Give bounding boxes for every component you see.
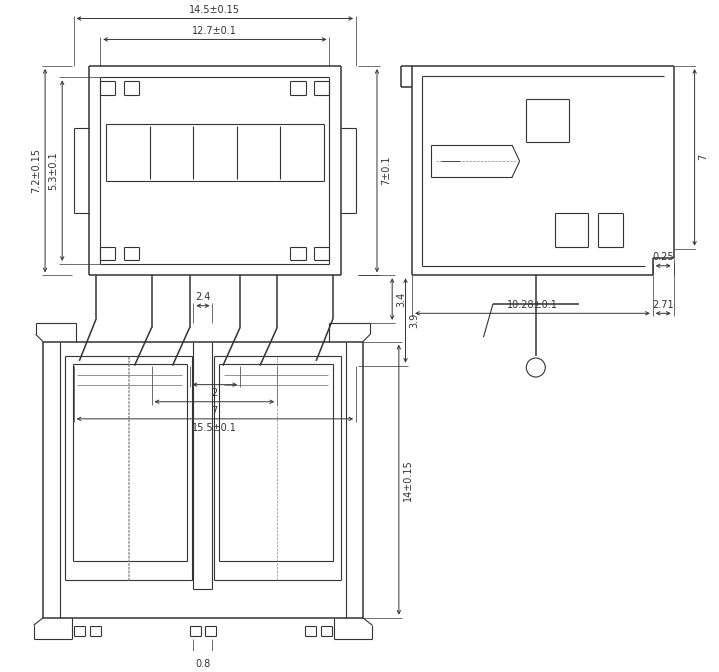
- Text: 14.5±0.15: 14.5±0.15: [189, 5, 240, 15]
- Text: 2.4: 2.4: [196, 292, 211, 302]
- Text: 2: 2: [211, 388, 218, 398]
- Text: 15.5±0.1: 15.5±0.1: [193, 423, 237, 433]
- Text: 0.8: 0.8: [196, 659, 211, 669]
- Text: 2.71: 2.71: [652, 300, 674, 310]
- Text: 7.2±0.15: 7.2±0.15: [32, 148, 41, 193]
- Text: 12.7±0.1: 12.7±0.1: [193, 26, 237, 36]
- Text: 10.28±0.1: 10.28±0.1: [507, 300, 558, 310]
- Text: 5.3±0.1: 5.3±0.1: [48, 151, 58, 190]
- Text: 7±0.1: 7±0.1: [381, 156, 391, 185]
- Text: 3.9: 3.9: [409, 313, 419, 328]
- Text: 0.25: 0.25: [652, 252, 674, 262]
- Text: 7: 7: [698, 155, 708, 161]
- Text: 3.4: 3.4: [396, 292, 406, 306]
- Text: 7: 7: [211, 406, 217, 415]
- Text: 14±0.15: 14±0.15: [403, 459, 413, 501]
